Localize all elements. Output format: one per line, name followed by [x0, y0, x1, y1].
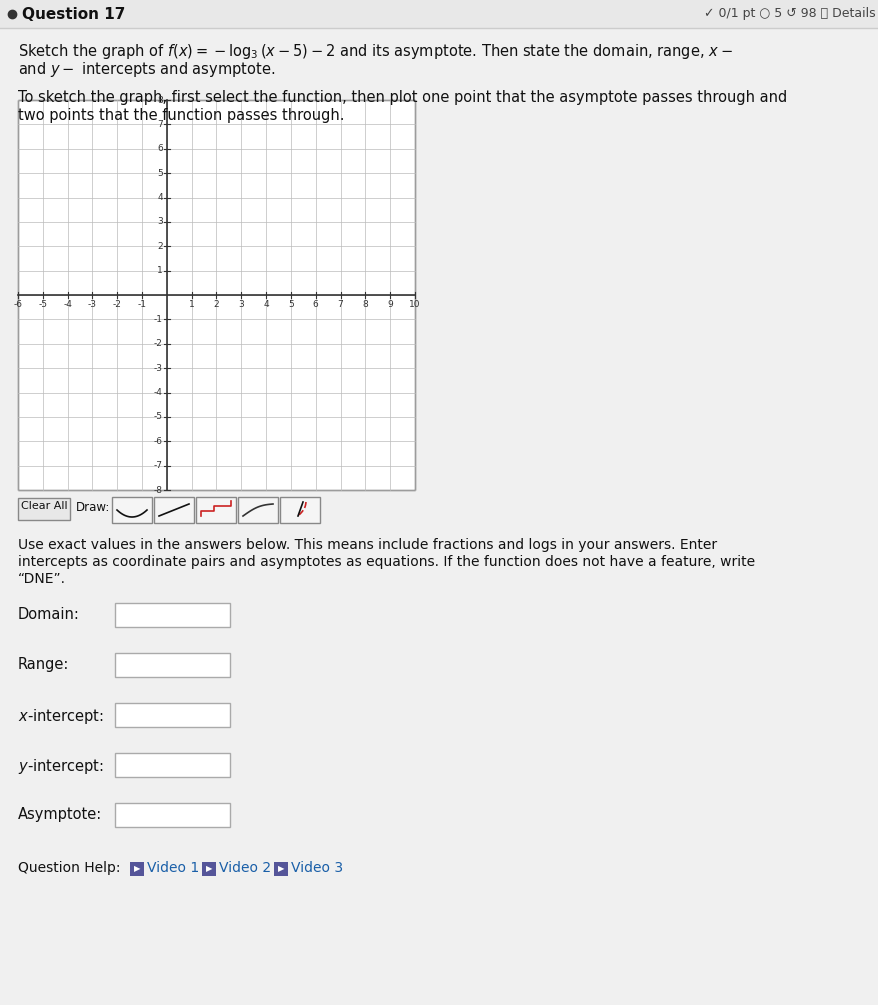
Text: Draw:: Draw:	[76, 501, 111, 514]
Text: -4: -4	[63, 300, 72, 309]
Bar	[115, 753, 230, 777]
Text: 5: 5	[288, 300, 293, 309]
Text: Clear All: Clear All	[21, 501, 68, 511]
Text: Question 17: Question 17	[22, 7, 126, 22]
Text: Domain:: Domain:	[18, 607, 80, 622]
Text: -7: -7	[154, 461, 162, 470]
Bar	[18, 100, 414, 490]
Bar	[202, 862, 216, 876]
Bar	[115, 704, 230, 727]
Text: 3: 3	[157, 217, 162, 226]
Text: 6: 6	[157, 145, 162, 153]
Bar	[112, 497, 152, 523]
Text: Video 1: Video 1	[147, 861, 199, 875]
Text: 6: 6	[313, 300, 318, 309]
Text: $y$-intercept:: $y$-intercept:	[18, 757, 104, 776]
Text: “DNE”.: “DNE”.	[18, 572, 66, 586]
Text: -3: -3	[154, 364, 162, 373]
Bar	[18, 498, 70, 520]
Text: intercepts as coordinate pairs and asymptotes as equations. If the function does: intercepts as coordinate pairs and asymp…	[18, 555, 754, 569]
Text: -6: -6	[154, 437, 162, 446]
Text: 7: 7	[337, 300, 343, 309]
Text: and $y-$ intercepts and asymptote.: and $y-$ intercepts and asymptote.	[18, 60, 275, 79]
Text: Video 3: Video 3	[291, 861, 342, 875]
Text: two points that the function passes through.: two points that the function passes thro…	[18, 108, 344, 123]
Text: 5: 5	[157, 169, 162, 178]
Text: -1: -1	[154, 315, 162, 324]
Text: 2: 2	[213, 300, 220, 309]
Bar	[115, 653, 230, 677]
Text: 1: 1	[157, 266, 162, 275]
Text: -2: -2	[112, 300, 121, 309]
Bar	[154, 497, 194, 523]
Text: Video 2: Video 2	[219, 861, 270, 875]
Text: -8: -8	[154, 485, 162, 494]
Text: -4: -4	[154, 388, 162, 397]
Text: 1: 1	[189, 300, 194, 309]
Text: 8: 8	[362, 300, 368, 309]
Text: ✓ 0/1 pt ○ 5 ↺ 98 ⓘ Details: ✓ 0/1 pt ○ 5 ↺ 98 ⓘ Details	[703, 7, 875, 20]
Text: Range:: Range:	[18, 657, 69, 672]
Bar	[238, 497, 277, 523]
Text: Sketch the graph of $f(x)=-\log_3(x-5)-2$ and its asymptote. Then state the doma: Sketch the graph of $f(x)=-\log_3(x-5)-2…	[18, 42, 732, 61]
Text: -5: -5	[154, 412, 162, 421]
Text: -2: -2	[154, 340, 162, 349]
Text: Use exact values in the answers below. This means include fractions and logs in : Use exact values in the answers below. T…	[18, 538, 716, 552]
Text: 7: 7	[157, 120, 162, 129]
Text: -5: -5	[39, 300, 47, 309]
Text: -3: -3	[88, 300, 97, 309]
Bar	[0, 0, 878, 28]
Text: 4: 4	[157, 193, 162, 202]
Bar	[274, 862, 288, 876]
Text: ▶: ▶	[277, 864, 284, 873]
Text: ▶: ▶	[205, 864, 212, 873]
Text: Asymptote:: Asymptote:	[18, 807, 102, 822]
Text: -1: -1	[137, 300, 147, 309]
Bar	[280, 497, 320, 523]
Bar	[130, 862, 144, 876]
Text: 3: 3	[238, 300, 244, 309]
Text: 10: 10	[409, 300, 421, 309]
Text: 9: 9	[387, 300, 392, 309]
Text: 4: 4	[263, 300, 269, 309]
Text: $x$-intercept:: $x$-intercept:	[18, 707, 104, 726]
Text: 8: 8	[157, 95, 162, 105]
Text: -6: -6	[13, 300, 23, 309]
Bar	[115, 603, 230, 627]
Text: Question Help:: Question Help:	[18, 861, 120, 875]
Text: 2: 2	[157, 242, 162, 251]
Bar	[196, 497, 235, 523]
Bar	[115, 803, 230, 827]
Text: ▶: ▶	[133, 864, 140, 873]
Text: To sketch the graph, first select the function, then plot one point that the asy: To sketch the graph, first select the fu…	[18, 90, 787, 105]
